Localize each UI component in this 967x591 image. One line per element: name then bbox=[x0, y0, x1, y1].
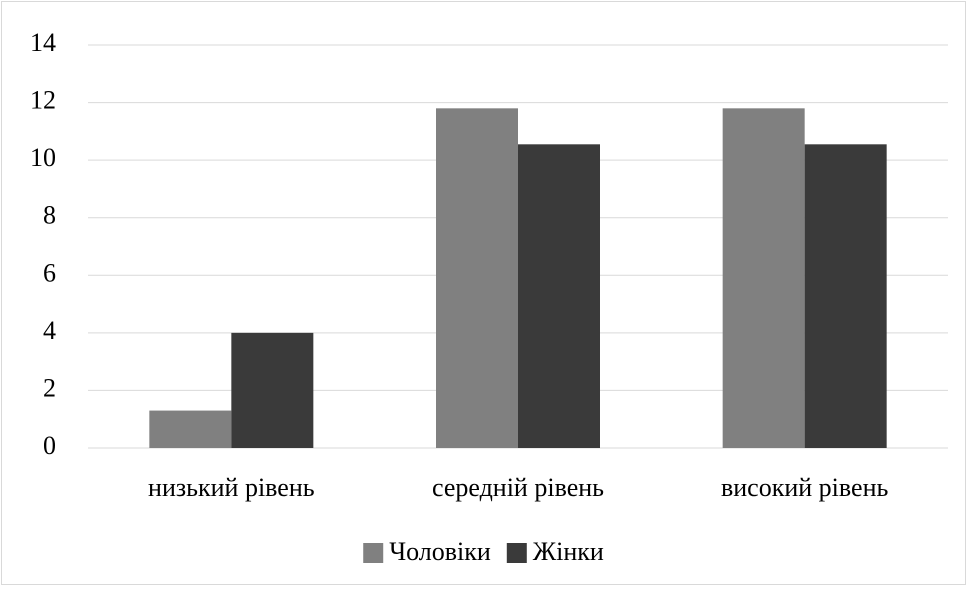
bar bbox=[518, 144, 600, 448]
legend-swatch bbox=[506, 543, 527, 563]
bar bbox=[149, 410, 232, 448]
y-tick-label: 4 bbox=[43, 316, 56, 345]
y-tick-label: 14 bbox=[30, 28, 56, 57]
legend-label: Жінки bbox=[533, 537, 604, 566]
y-tick-label: 2 bbox=[43, 373, 56, 402]
x-tick-label: низький рівень bbox=[148, 473, 315, 502]
y-tick-label: 6 bbox=[43, 258, 56, 287]
y-tick-label: 8 bbox=[43, 201, 56, 230]
bar bbox=[436, 108, 518, 448]
legend-swatch bbox=[363, 543, 384, 563]
bar bbox=[804, 144, 887, 448]
y-tick-label: 0 bbox=[43, 431, 56, 460]
x-tick-label: середній рівень bbox=[432, 473, 604, 502]
y-tick-label: 10 bbox=[30, 143, 56, 172]
bar bbox=[231, 332, 314, 448]
bar bbox=[722, 108, 805, 448]
y-tick-label: 12 bbox=[30, 86, 56, 115]
x-tick-label: високий рівень bbox=[721, 473, 888, 502]
legend-label: Чоловіки bbox=[389, 537, 491, 566]
